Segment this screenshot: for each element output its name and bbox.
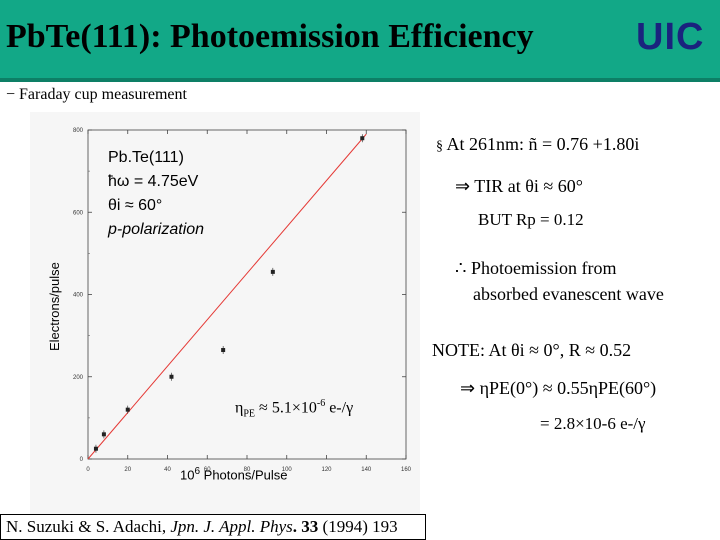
subtitle: − Faraday cup measurement [6,86,187,103]
x-tick-label: 160 [401,467,412,473]
citation-pages: (1994) 193 [322,517,398,536]
note-line: NOTE: At θi ≈ 0°, R ≈ 0.52 [432,340,632,360]
eff-eta: η [235,399,244,417]
y-axis-label: Electrons/pulse [47,262,62,351]
x-tick-label: 40 [164,467,171,473]
y-tick-label: 800 [73,128,84,134]
condition-angle: θi ≈ 60° [108,197,163,214]
citation-authors: N. Suzuki & S. Adachi, [6,517,171,536]
x-tick-label: 100 [282,467,293,473]
x-tick-label: 0 [86,467,90,473]
plot-panel: 0 20 40 60 80 100 120 140 160 0 200 400 600 800 [30,112,420,514]
efficiency-ratio-line: ⇒ ηPE(0°) ≈ 0.55ηPE(60°) [460,378,657,398]
condition-polarization: p-polarization [108,221,205,238]
efficiency-annotation: ηPE ≈ 5.1×10-6 e-/γ [235,398,353,420]
implies-arrow-icon: ⇒ [455,176,471,196]
x-tick-label: 20 [124,467,131,473]
efficiency-value-line: = 2.8×10-6 e-/γ [540,414,646,433]
reflectance-line: BUT Rp = 0.12 [478,210,584,229]
refractive-index-line: § At 261nm: ñ = 0.76 +1.80i [436,134,639,155]
eff-sub: PE [243,408,256,420]
photoemission-line: ∴ Photoemission from [455,258,616,279]
x-tick-label: 120 [321,467,332,473]
y-tick-label: 600 [73,210,84,216]
eff-mid: ≈ 5.1×10 [255,399,317,417]
uic-logo: UIC [636,16,705,58]
x-tick-label: 60 [204,467,211,473]
data-point [270,269,275,274]
title-divider [0,78,720,82]
data-point [221,348,226,353]
title-bar: PbTe(111): Photoemission Efficiency UIC [0,0,720,78]
bullet-icon: § [436,139,443,154]
tir-text: TIR at θi ≈ 60° [474,176,583,196]
data-point [93,446,98,451]
y-tick-label: 200 [73,375,84,381]
citation-journal: Jpn. J. Appl. Phys [170,517,293,536]
eff-rest: e-/γ [325,399,354,417]
page-title: PbTe(111): Photoemission Efficiency [6,18,534,55]
x-tick-label: 80 [244,467,251,473]
citation-volume: . 33 [292,517,323,536]
plot-conditions: Pb.Te(111) ħω = 4.75eV θi ≈ 60° p-polari… [108,146,204,242]
condition-energy: ħω = 4.75eV [108,173,199,190]
y-tick-label: 0 [80,457,84,463]
fit-line [87,133,367,460]
tir-line: ⇒ TIR at θi ≈ 60° [455,176,583,197]
evanescent-line: absorbed evanescent wave [473,284,664,304]
x-axis-label-exp: 6 [194,466,201,477]
data-point [169,374,174,379]
condition-sample: Pb.Te(111) [108,149,184,166]
citation: N. Suzuki & S. Adachi, Jpn. J. Appl. Phy… [0,514,426,540]
data-point [101,432,106,437]
x-axis-label: 106 Photons/Pulse [180,466,287,482]
scatter-chart: 0 20 40 60 80 100 120 140 160 0 200 400 600 800 [73,128,412,473]
x-axis-label-base: 10 [180,467,195,483]
refractive-index-text: At 261nm: ñ = 0.76 +1.80i [446,134,640,154]
x-axis-label-rest: Photons/Pulse [200,467,288,483]
photoemission-text: Photoemission from [470,258,617,278]
y-tick-label: 400 [73,293,84,299]
data-point [125,407,130,412]
data-point [360,136,365,141]
eff-exp: -6 [316,398,326,409]
therefore-icon: ∴ [455,258,467,278]
x-tick-label: 140 [361,467,372,473]
